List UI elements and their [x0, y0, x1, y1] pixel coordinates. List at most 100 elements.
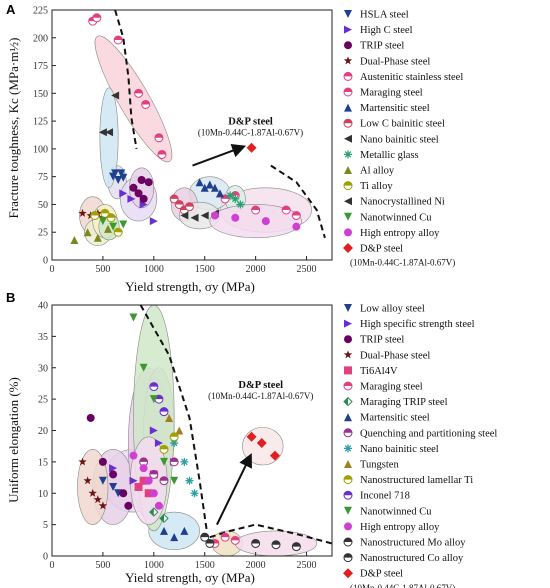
data-point: [139, 476, 148, 485]
data-point: [149, 426, 158, 435]
x-tick-label: 0: [50, 560, 55, 571]
data-point: [109, 482, 118, 491]
data-point: [144, 476, 153, 485]
legend-label: Nanotwinned Cu: [360, 506, 432, 517]
annotation-subtitle: (10Mn-0.44C-1.87Al-0.67V): [208, 391, 313, 401]
legend-marker: [344, 134, 352, 143]
data-point: [105, 128, 114, 137]
legend-label: High C steel: [360, 25, 413, 36]
panel-letter-a: A: [6, 2, 16, 17]
data-point: [216, 189, 224, 198]
legend-label: TRIP steel: [360, 41, 404, 52]
data-point: [291, 542, 301, 552]
cluster-ellipses-b: [77, 304, 318, 557]
y-tick-label: 20: [38, 426, 48, 437]
x-tick-label: 1500: [195, 560, 215, 571]
data-point: [246, 431, 257, 442]
data-point: [190, 213, 199, 222]
cluster-ellipse: [99, 87, 119, 189]
y-tick-label: 40: [38, 301, 48, 312]
data-point: [111, 169, 120, 178]
data-point: [139, 200, 148, 209]
x-axis-title-b: Yield strength, σy (MPa): [125, 570, 255, 585]
data-point: [185, 476, 194, 485]
legend-label: Al alloy: [360, 166, 395, 177]
data-point: [170, 476, 179, 485]
legend-label: Inconel 718: [360, 491, 410, 502]
data-point: [139, 194, 148, 203]
legend-label: HSLA steel: [360, 10, 409, 21]
legend-label: Nanostructured lamellar Ti: [360, 475, 473, 486]
annotation-arrow-b: [216, 453, 252, 526]
data-point: [180, 526, 189, 535]
legend-label: High entropy alloy: [360, 522, 440, 533]
legend-marker: [343, 350, 353, 359]
data-point: [149, 382, 159, 392]
cluster-ellipse: [209, 204, 302, 239]
data-point: [113, 35, 123, 45]
data-point: [261, 217, 270, 226]
legend-label: Nanostructured Co alloy: [360, 553, 464, 564]
legend-marker: [344, 444, 352, 453]
legend-marker: [344, 41, 352, 50]
x-tick-label: 1000: [144, 264, 164, 275]
data-point: [139, 464, 148, 473]
legend-marker: [343, 243, 353, 253]
data-point: [93, 233, 102, 242]
data-point: [170, 533, 179, 542]
data-point: [236, 200, 245, 209]
data-point: [159, 476, 169, 486]
legend-label: Low C bainitic steel: [360, 119, 445, 130]
legend-marker: [344, 319, 352, 328]
data-point: [251, 205, 261, 215]
y-axis-title-a: Fracture toughness, Kc (MPa·m½): [6, 38, 21, 219]
y-tick-label: 25: [38, 228, 48, 239]
data-point: [231, 194, 240, 203]
legend-label: Maraging steel: [360, 88, 423, 99]
legend-marker: [344, 212, 352, 221]
data-point: [109, 464, 118, 473]
data-point: [93, 495, 102, 504]
annotation-arrow-a: [192, 143, 247, 167]
data-point: [141, 99, 151, 109]
legend-label: D&P steel: [360, 244, 403, 255]
data-point: [200, 183, 209, 192]
legend-marker: [343, 56, 353, 65]
legend-label: Nanotwinned Cu: [360, 212, 432, 223]
cluster-ellipse: [94, 35, 173, 163]
plot-area-a: 0 500 1000 1500 2000 2500 0 25 50 75 100 125 150 175 2…: [33, 6, 333, 275]
legend-marker: [344, 304, 352, 312]
data-point: [169, 194, 179, 204]
y-tick-label: 150: [33, 89, 48, 100]
legend-marker: [344, 335, 352, 344]
data-point: [98, 457, 107, 466]
data-point: [220, 532, 230, 542]
data-point: [169, 432, 179, 442]
y-tick-label: 0: [43, 256, 48, 267]
data-point: [170, 439, 179, 448]
data-point: [114, 176, 123, 184]
data-point: [169, 457, 179, 467]
x-tick-label: 2000: [246, 264, 266, 275]
y-tick-label: 10: [38, 489, 48, 500]
data-point: [200, 532, 210, 542]
legend-label: Nanocrystallined Ni: [360, 197, 445, 208]
data-point: [111, 91, 120, 100]
panel-b: B Uniform elongation (%) Yield strength,…: [6, 290, 497, 588]
boundary-line-a-2: [270, 164, 326, 239]
legend-marker: [343, 181, 353, 191]
data-point: [269, 450, 280, 461]
legend-label: High entropy alloy: [360, 228, 440, 239]
data-point: [160, 526, 168, 535]
legend-marker: [344, 506, 352, 515]
data-point: [190, 489, 199, 498]
legend-a: HSLA steel High C steel TRIP steel Dual-Pha…: [343, 10, 463, 268]
data-point: [119, 220, 128, 229]
legend-label: Dual-Phase steel: [360, 350, 430, 361]
data-point: [157, 149, 167, 159]
y-tick-label: 175: [33, 61, 48, 72]
data-point: [149, 469, 159, 479]
data-point: [175, 426, 184, 435]
data-point: [292, 222, 301, 231]
legend-label: Nanostructured Mo alloy: [360, 538, 466, 549]
